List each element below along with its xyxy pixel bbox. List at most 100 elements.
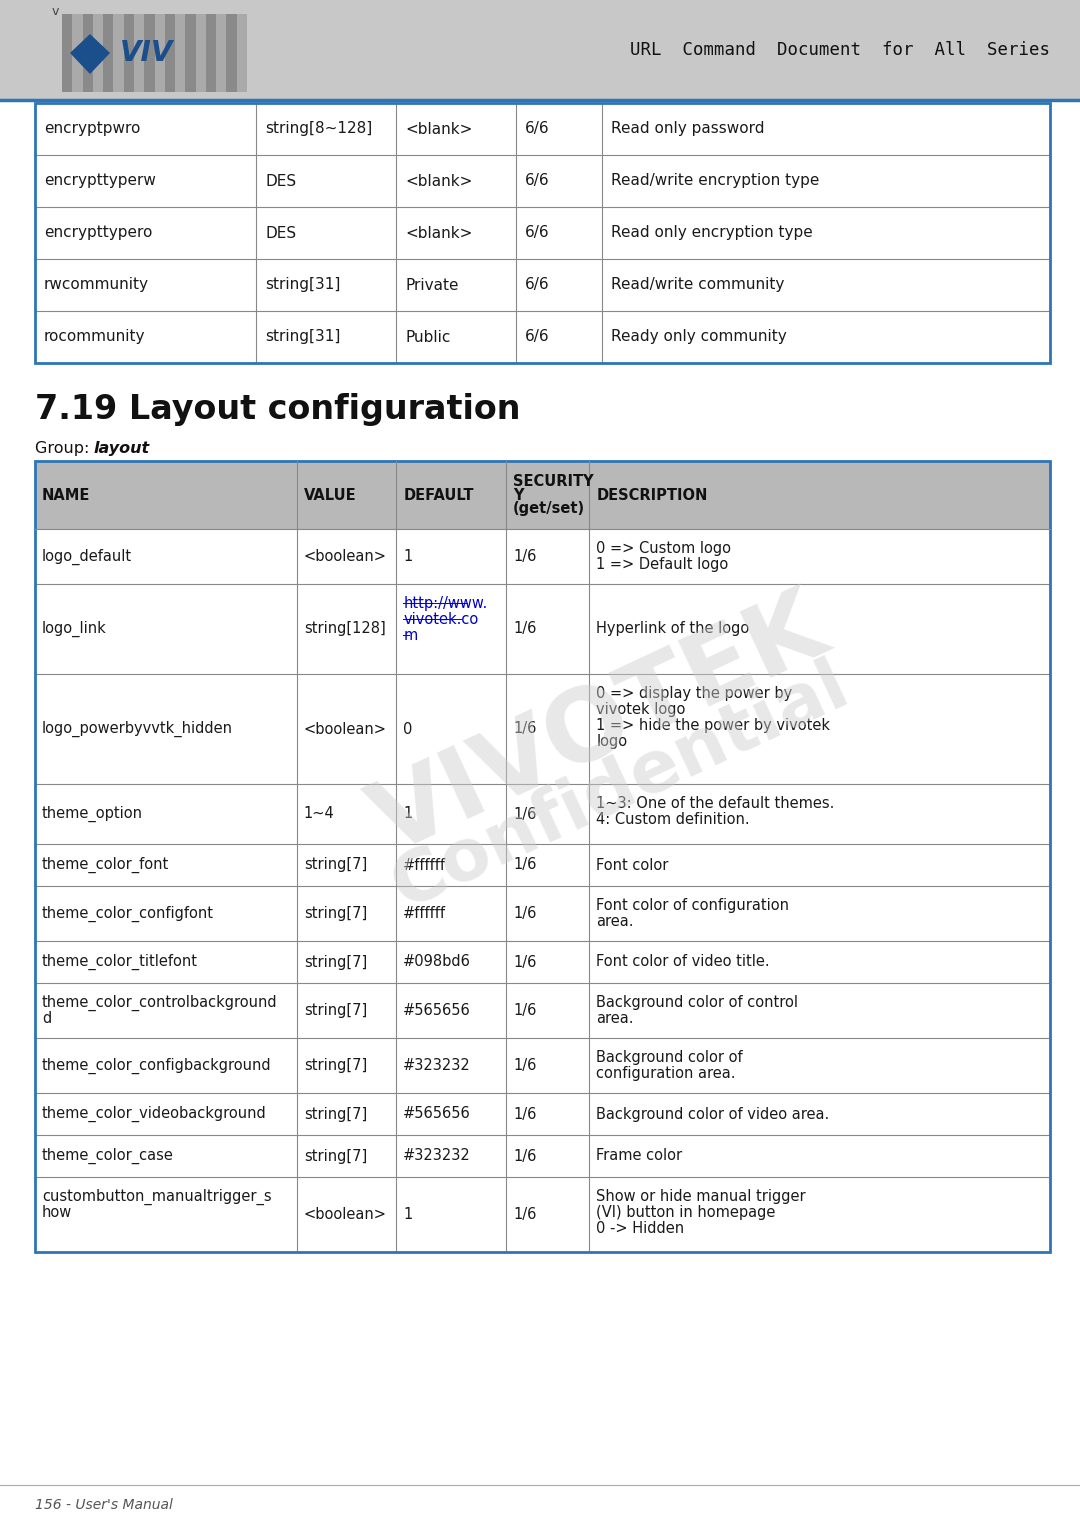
Bar: [186, 14, 195, 92]
Text: 1/6: 1/6: [513, 550, 537, 563]
Text: Frame color: Frame color: [596, 1148, 683, 1164]
Bar: [154, 14, 165, 92]
Text: 1: 1: [403, 1206, 413, 1222]
Text: Font color: Font color: [596, 858, 669, 872]
Text: theme_color_titlefont: theme_color_titlefont: [42, 954, 198, 970]
Text: #323232: #323232: [403, 1148, 471, 1164]
Text: #ffffff: #ffffff: [403, 858, 446, 872]
Bar: [103, 14, 113, 92]
Text: <boolean>: <boolean>: [303, 721, 387, 736]
Text: encrypttypero: encrypttypero: [44, 226, 152, 240]
Text: logo_link: logo_link: [42, 621, 107, 637]
Text: 1/6: 1/6: [513, 1058, 537, 1073]
Bar: [113, 14, 124, 92]
Text: 4: Custom definition.: 4: Custom definition.: [596, 812, 750, 828]
Text: Background color of control: Background color of control: [596, 996, 798, 1009]
Text: Read/write community: Read/write community: [611, 278, 785, 293]
Text: how: how: [42, 1205, 72, 1220]
Text: string[31]: string[31]: [266, 278, 340, 293]
Text: Read/write encryption type: Read/write encryption type: [611, 174, 820, 188]
Text: DES: DES: [266, 226, 296, 240]
Polygon shape: [70, 34, 110, 73]
Text: 1/6: 1/6: [513, 858, 537, 872]
Text: <boolean>: <boolean>: [303, 1206, 387, 1222]
Text: Ready only community: Ready only community: [611, 330, 787, 345]
Text: rwcommunity: rwcommunity: [44, 278, 149, 293]
Bar: [62, 14, 72, 92]
Text: theme_color_controlbackground: theme_color_controlbackground: [42, 996, 278, 1011]
Text: theme_color_case: theme_color_case: [42, 1148, 174, 1164]
Text: Font color of configuration: Font color of configuration: [596, 898, 789, 913]
Text: SECURITY: SECURITY: [513, 473, 594, 489]
Text: Hyperlink of the logo: Hyperlink of the logo: [596, 621, 750, 637]
Text: 1/6: 1/6: [513, 954, 537, 970]
Bar: [227, 14, 237, 92]
Bar: [165, 14, 175, 92]
Text: VALUE: VALUE: [303, 487, 356, 502]
Text: string[7]: string[7]: [303, 858, 367, 872]
Text: http://www.: http://www.: [403, 596, 487, 611]
Text: <boolean>: <boolean>: [303, 550, 387, 563]
Text: 6/6: 6/6: [525, 174, 550, 188]
Bar: [134, 14, 145, 92]
Text: Show or hide manual trigger: Show or hide manual trigger: [596, 1190, 806, 1203]
Text: <blank>: <blank>: [405, 174, 473, 188]
Text: m: m: [403, 628, 418, 643]
Bar: [72, 14, 82, 92]
Bar: [82, 14, 93, 92]
Text: <blank>: <blank>: [405, 122, 473, 136]
Text: 0 => Custom logo: 0 => Custom logo: [596, 541, 731, 556]
Text: 1: 1: [403, 550, 413, 563]
Text: string[31]: string[31]: [266, 330, 340, 345]
Bar: [237, 14, 247, 92]
Text: string[128]: string[128]: [303, 621, 386, 637]
Text: d: d: [42, 1011, 51, 1026]
Text: 1/6: 1/6: [513, 721, 537, 736]
Text: 6/6: 6/6: [525, 226, 550, 240]
Text: Private: Private: [405, 278, 459, 293]
Text: 1: 1: [403, 806, 413, 822]
Text: 0 -> Hidden: 0 -> Hidden: [596, 1222, 685, 1235]
Text: 6/6: 6/6: [525, 330, 550, 345]
Text: 0: 0: [403, 721, 413, 736]
Text: #565656: #565656: [403, 1003, 471, 1019]
Text: v: v: [52, 5, 59, 18]
Bar: [35, 461, 1050, 528]
Text: 1~4: 1~4: [303, 806, 335, 822]
Text: Group:: Group:: [35, 441, 95, 457]
Text: <blank>: <blank>: [405, 226, 473, 240]
Text: DES: DES: [266, 174, 296, 188]
Text: (VI) button in homepage: (VI) button in homepage: [596, 1205, 775, 1220]
Text: string[7]: string[7]: [303, 1148, 367, 1164]
Text: 1/6: 1/6: [513, 806, 537, 822]
Bar: [145, 14, 154, 92]
Text: layout: layout: [93, 441, 149, 457]
Text: area.: area.: [596, 1011, 634, 1026]
Text: string[8~128]: string[8~128]: [266, 122, 373, 136]
Text: string[7]: string[7]: [303, 1058, 367, 1073]
Text: Read only encryption type: Read only encryption type: [611, 226, 813, 240]
Text: encryptpwro: encryptpwro: [44, 122, 140, 136]
Text: Y: Y: [513, 487, 524, 502]
Bar: [35, 461, 1050, 1252]
Text: theme_color_font: theme_color_font: [42, 857, 170, 873]
Text: string[7]: string[7]: [303, 1107, 367, 1121]
Text: logo_powerbyvvtk_hidden: logo_powerbyvvtk_hidden: [42, 721, 233, 738]
Text: URL  Command  Document  for  All  Series: URL Command Document for All Series: [630, 41, 1050, 60]
Bar: [206, 14, 216, 92]
Text: #565656: #565656: [403, 1107, 471, 1121]
Text: #ffffff: #ffffff: [403, 906, 446, 921]
Text: 7.19 Layout configuration: 7.19 Layout configuration: [35, 392, 521, 426]
Bar: [216, 14, 227, 92]
Text: Read only password: Read only password: [611, 122, 765, 136]
Text: DESCRIPTION: DESCRIPTION: [596, 487, 707, 502]
Text: theme_color_videobackground: theme_color_videobackground: [42, 1106, 267, 1122]
Bar: [124, 14, 134, 92]
Text: VIV: VIV: [120, 40, 174, 67]
Text: area.: area.: [596, 915, 634, 928]
Text: #323232: #323232: [403, 1058, 471, 1073]
Text: (get/set): (get/set): [513, 501, 585, 516]
Text: 1/6: 1/6: [513, 1003, 537, 1019]
Text: theme_color_configfont: theme_color_configfont: [42, 906, 214, 922]
Text: Confidential: Confidential: [381, 651, 860, 922]
